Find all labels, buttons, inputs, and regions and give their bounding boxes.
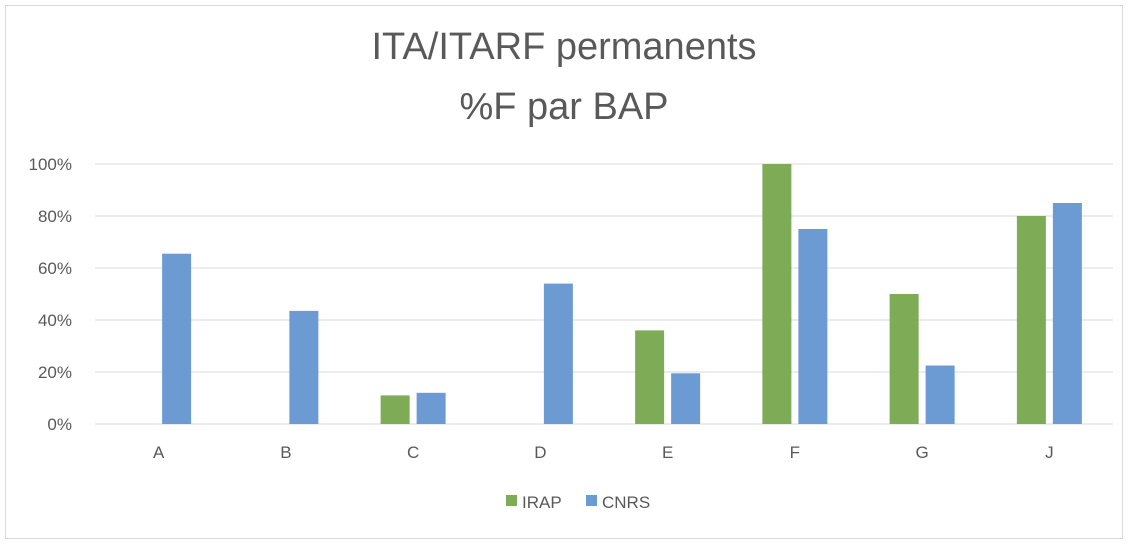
legend: IRAP CNRS <box>506 493 650 512</box>
bar-cnrs-G <box>925 365 955 424</box>
bar-irap-J <box>1016 216 1046 424</box>
legend-swatch-irap <box>506 495 517 506</box>
bar-cnrs-A <box>162 253 192 424</box>
y-tick-label: 20% <box>38 363 72 382</box>
bar-irap-C <box>380 395 410 424</box>
x-tick-label: D <box>534 443 546 462</box>
y-tick-label: 40% <box>38 311 72 330</box>
bar-cnrs-C <box>416 392 446 424</box>
x-tick-label: J <box>1045 443 1054 462</box>
bar-irap-E <box>635 330 665 424</box>
bar-cnrs-D <box>543 283 573 424</box>
chart-frame <box>5 5 1123 539</box>
chart-subtitle: %F par BAP <box>459 86 669 128</box>
y-axis-ticks: 0% 20% 40% 60% 80% 100% <box>29 155 72 434</box>
bars <box>162 164 1082 424</box>
y-tick-label: 0% <box>47 415 72 434</box>
y-tick-label: 60% <box>38 259 72 278</box>
x-tick-label: A <box>153 443 165 462</box>
x-tick-label: B <box>280 443 291 462</box>
x-tick-label: E <box>662 443 673 462</box>
x-tick-label: G <box>916 443 929 462</box>
legend-label-cnrs: CNRS <box>602 493 650 512</box>
legend-label-irap: IRAP <box>522 493 562 512</box>
x-tick-label: C <box>407 443 419 462</box>
bar-irap-G <box>889 294 919 424</box>
chart-title: ITA/ITARF permanents <box>371 26 757 68</box>
y-tick-label: 100% <box>29 155 72 174</box>
bar-irap-F <box>762 164 792 424</box>
bar-cnrs-E <box>671 373 701 424</box>
bar-cnrs-J <box>1052 203 1082 424</box>
x-tick-label: F <box>790 443 800 462</box>
y-tick-label: 80% <box>38 207 72 226</box>
legend-swatch-cnrs <box>586 495 597 506</box>
gridlines <box>95 163 1113 425</box>
bar-cnrs-F <box>798 229 828 424</box>
bar-cnrs-B <box>289 310 319 424</box>
